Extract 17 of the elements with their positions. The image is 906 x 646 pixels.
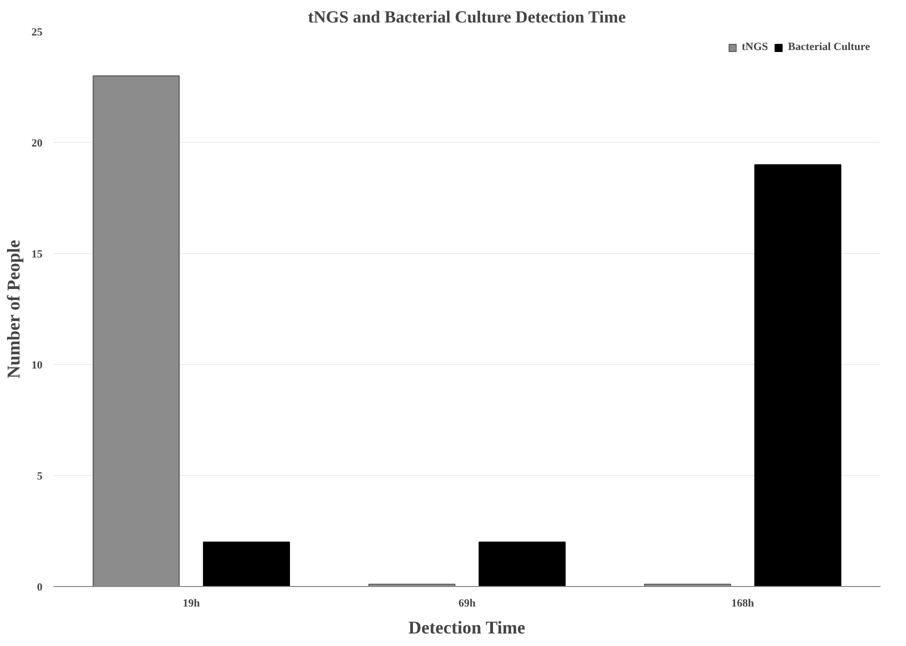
y-tick-label: 5 xyxy=(37,470,43,482)
y-tick-label: 15 xyxy=(32,248,43,260)
chart-title: tNGS and Bacterial Culture Detection Time xyxy=(308,8,626,26)
bar xyxy=(478,542,566,586)
bar xyxy=(754,164,842,586)
x-tick-label: 168h xyxy=(731,598,754,610)
x-tick-label: 19h xyxy=(182,598,200,610)
y-tick-label: 10 xyxy=(32,360,43,372)
x-axis-title: Detection Time xyxy=(408,618,526,638)
legend-label: Bacterial Culture xyxy=(788,41,870,53)
y-tick-label: 25 xyxy=(32,26,43,38)
y-tick-label: 20 xyxy=(32,138,43,150)
y-axis-title: Number of People xyxy=(4,240,24,378)
y-tick-label: 0 xyxy=(37,582,43,594)
legend-label: tNGS xyxy=(742,41,768,53)
bar xyxy=(202,542,290,586)
x-tick-label: 69h xyxy=(458,598,476,610)
